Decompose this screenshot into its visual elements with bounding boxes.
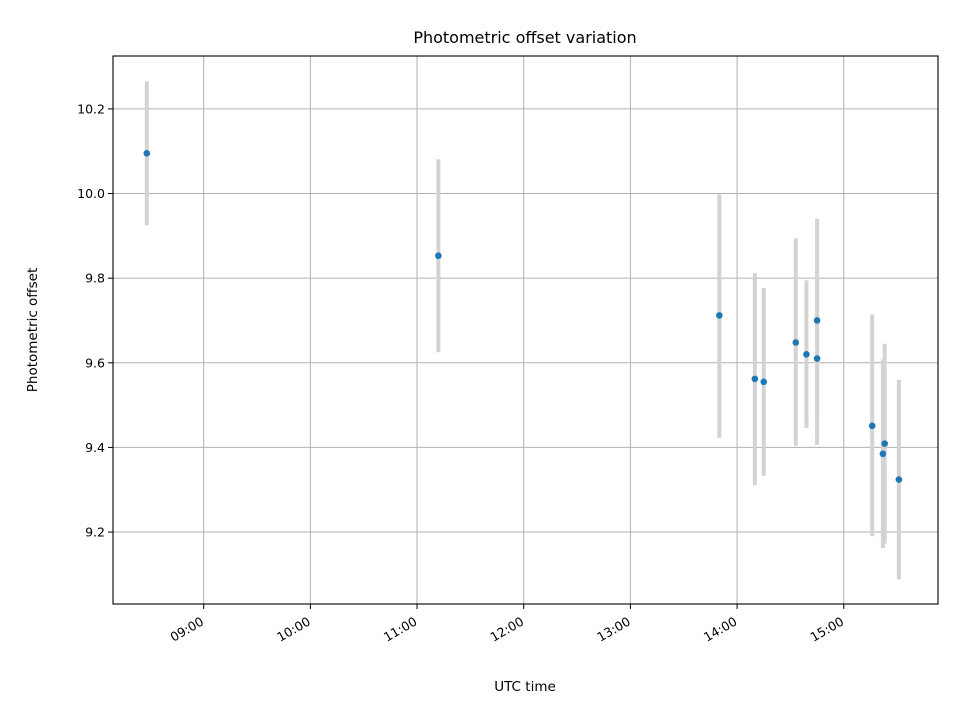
data-point (879, 450, 887, 458)
data-point (803, 351, 810, 358)
data-point (716, 312, 723, 319)
y-axis-label: Photometric offset (25, 268, 41, 392)
plot-frame (112, 55, 939, 605)
data-point (813, 317, 821, 324)
y-tick-label: 10.0 (77, 186, 105, 201)
y-tick-label: 10.2 (77, 101, 105, 116)
data-point (792, 339, 800, 346)
y-tick-label: 9.2 (85, 525, 105, 540)
chart-title: Photometric offset variation (413, 28, 636, 47)
data-point (868, 422, 876, 430)
grid (113, 56, 938, 604)
y-tick-label: 9.6 (85, 355, 105, 370)
data-points (143, 150, 903, 483)
y-axis-ticks: 9.2 9.4 9.6 9.8 10.0 10.2 (77, 101, 113, 540)
data-point (760, 378, 768, 386)
y-tick-label: 9.8 (85, 271, 105, 286)
data-point (881, 440, 888, 447)
data-point (435, 252, 442, 260)
data-point (143, 150, 151, 157)
y-tick-label: 9.4 (85, 440, 105, 455)
data-point (751, 375, 759, 383)
x-axis-label: UTC time (494, 679, 556, 695)
data-point (895, 476, 903, 483)
data-point (813, 355, 821, 362)
